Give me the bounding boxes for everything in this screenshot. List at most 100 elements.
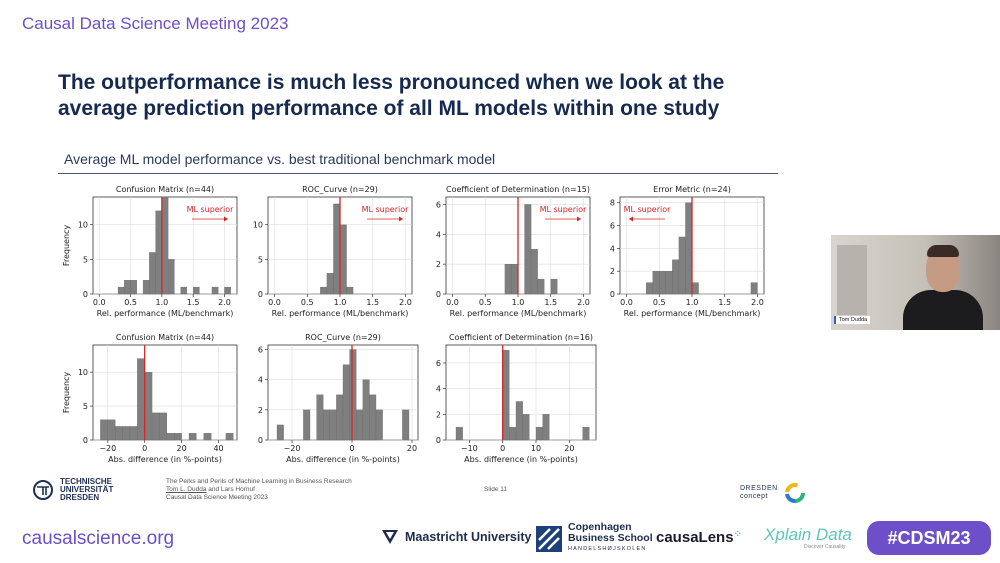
chart-3-xtick-label-4: 2.0 — [751, 298, 764, 307]
chart-4-bar-10 — [174, 433, 182, 441]
chart-1-xtick-label-3: 1.5 — [366, 298, 379, 307]
chart-5-bar-7 — [349, 349, 357, 441]
webcam-name-tag: Tom Dudda — [834, 316, 871, 324]
chart-1-bar-4 — [346, 286, 354, 295]
chart-5-bar-11 — [375, 409, 383, 441]
footer-event: Causal Data Science Meeting 2023 — [166, 494, 268, 501]
chart-0-xlabel: Rel. performance (ML/benchmark) — [97, 309, 234, 318]
chart-4-bar-3 — [122, 426, 131, 441]
chart-2-ytick-label-0: 0 — [436, 290, 441, 299]
sponsor-bar — [0, 515, 1000, 563]
chart-0-xtick-label-2: 1.0 — [156, 298, 169, 307]
chart-0-annotation-label: ML superior — [187, 205, 235, 214]
slide-title: The outperformance is much less pronounc… — [58, 70, 798, 122]
chart-3-ytick-label-1: 2 — [610, 267, 615, 276]
chart-6-title: Coefficient of Determination (n=16) — [449, 333, 593, 342]
cbs-logo: Copenhagen Business School HANDELSHØJSKO… — [536, 522, 653, 555]
chart-5-bar-6 — [342, 364, 350, 441]
tud-line-2: UNIVERSITÄT — [60, 485, 114, 494]
chart-5-bar-12 — [402, 409, 410, 441]
chart-6-bar-5 — [535, 427, 543, 441]
chart-0-bar-3 — [142, 279, 150, 295]
chart-0-bar-9 — [193, 286, 200, 295]
chart-4-bar-2 — [115, 426, 123, 441]
chart-6-bar-0 — [455, 427, 463, 441]
chart-1-xtick-label-2: 1.0 — [334, 298, 347, 307]
chart-3-bar-3 — [665, 271, 673, 295]
chart-3-xtick-label-2: 1.0 — [686, 298, 699, 307]
chart-2-annotation-arrowhead — [577, 216, 581, 222]
chart-4-bar-6 — [144, 371, 153, 441]
maastricht-logo: Maastricht University — [381, 529, 531, 545]
chart-5-bar-10 — [369, 394, 377, 441]
tud-emblem-icon — [33, 480, 53, 500]
chart-1-annotation-arrowhead — [399, 216, 403, 222]
footer-info: The Perks and Perils of Machine Learning… — [166, 478, 352, 502]
chart-6-bar-3 — [515, 401, 523, 441]
chart-2-xtick-label-1: 0.5 — [479, 298, 492, 307]
chart-3-bar-6 — [685, 202, 693, 295]
conference-title: Causal Data Science Meeting 2023 — [22, 14, 289, 33]
chart-4-bar-11 — [188, 433, 197, 441]
chart-4-bar-5 — [137, 358, 145, 441]
chart-2-bar-4 — [537, 278, 545, 295]
chart-3-ytick-label-2: 4 — [610, 244, 615, 253]
tud-line-1: TECHNISCHE — [60, 477, 113, 486]
chart-2-bar-2 — [524, 204, 532, 295]
chart-1-bar-1 — [326, 273, 334, 295]
chart-2-ytick-label-3: 6 — [436, 200, 441, 209]
chart-5-bar-1 — [303, 409, 311, 441]
chart-4-bar-0 — [100, 419, 108, 441]
cbs-line-1: Copenhagen — [568, 521, 632, 533]
section-heading: Average ML model performance vs. best tr… — [64, 151, 496, 167]
causalens-logo: causaLens⁘ — [656, 529, 742, 546]
cbs-emblem-icon — [536, 525, 562, 552]
chart-6-bar-6 — [542, 414, 550, 441]
chart-2-bar-0 — [504, 264, 512, 295]
chart-0-bar-2 — [130, 279, 137, 295]
website-link[interactable]: causalscience.org — [22, 528, 175, 549]
chart-2-xtick-label-4: 2.0 — [577, 298, 590, 307]
chart-3-xtick-label-3: 1.5 — [718, 298, 731, 307]
xplain-tagline: Discover Causality — [804, 544, 846, 550]
chart-5-bar-5 — [336, 394, 344, 441]
chart-2-title: Coefficient of Determination (n=15) — [446, 185, 590, 194]
chart-0-bar-0 — [117, 286, 125, 295]
chart-6-ytick-label-2: 4 — [436, 385, 441, 394]
dresden-concept-logo: DRESDEN concept — [740, 481, 807, 505]
chart-3-ytick-label-4: 8 — [610, 199, 615, 208]
chart-6-bar-2 — [509, 427, 517, 441]
chart-4-title: Confusion Matrix (n=44) — [116, 333, 214, 342]
chart-3-title: Error Metric (n=24) — [653, 185, 731, 194]
chart-4-bar-13 — [225, 433, 234, 441]
dresden-ring-icon — [784, 483, 805, 503]
chart-0-bar-11 — [224, 286, 231, 295]
chart-4-bar-9 — [166, 433, 175, 441]
chart-3-xtick-label-0: 0.0 — [620, 298, 633, 307]
chart-0-ylabel: Frequency — [62, 225, 71, 267]
chart-3-ytick-label-3: 6 — [610, 222, 615, 231]
chart-0-title: Confusion Matrix (n=44) — [116, 185, 214, 194]
tud-line-3: DRESDEN — [60, 493, 100, 502]
slide-number: Slide 11 — [484, 486, 508, 493]
chart-2-xlabel: Rel. performance (ML/benchmark) — [450, 309, 587, 318]
chart-0-bar-10 — [211, 286, 219, 295]
chart-3-annotation-arrowhead — [629, 216, 633, 222]
chart-5-xlabel: Abs. difference (in %-points) — [286, 455, 400, 464]
chart-4-bar-12 — [203, 433, 212, 441]
chart-0-annotation-arrowhead — [224, 216, 228, 222]
chart-4-ytick-label-2: 10 — [78, 368, 88, 377]
footer-author-link[interactable]: Tom L. Dudda — [166, 486, 207, 493]
chart-4-bar-1 — [107, 419, 116, 441]
chart-5-xtick-label-2: 20 — [407, 444, 417, 453]
chart-4-bar-7 — [151, 412, 160, 441]
chart-4-ylabel: Frequency — [62, 372, 71, 414]
chart-2-xtick-label-2: 1.0 — [512, 298, 525, 307]
chart-1-xtick-label-4: 2.0 — [399, 298, 412, 307]
chart-5-ytick-label-2: 4 — [258, 376, 263, 385]
chart-6-xlabel: Abs. difference (in %-points) — [464, 455, 578, 464]
chart-3-bar-4 — [672, 259, 680, 295]
chart-5-ytick-label-3: 6 — [258, 346, 263, 355]
chart-1-annotation-label: ML superior — [362, 205, 410, 214]
chart-0-bar-4 — [149, 252, 156, 295]
